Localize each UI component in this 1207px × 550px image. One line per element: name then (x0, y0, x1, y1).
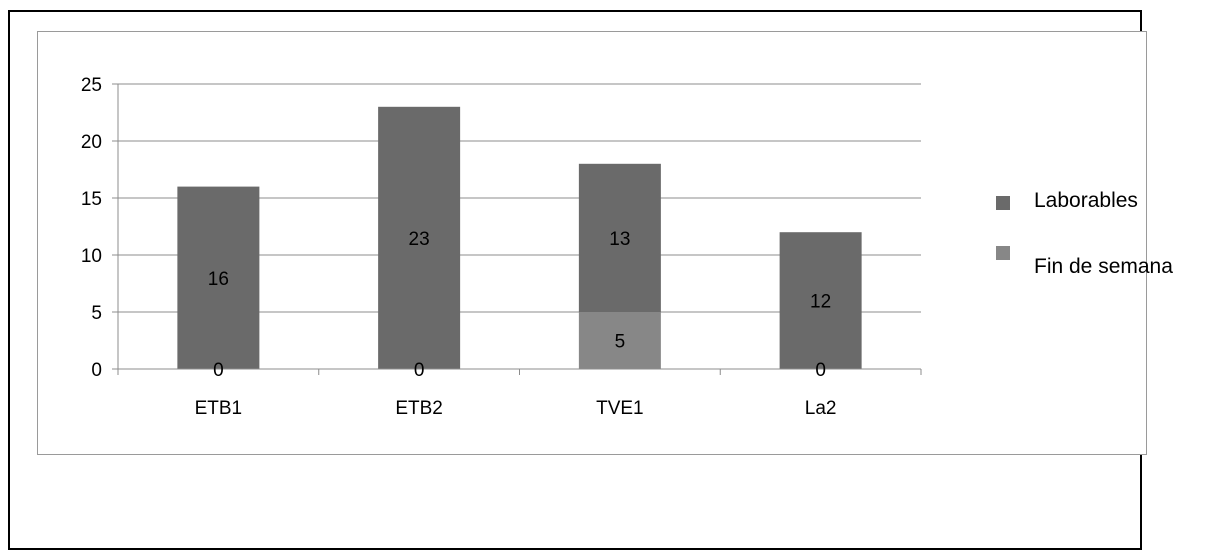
legend-swatch (996, 196, 1010, 210)
legend-swatch (996, 246, 1010, 260)
bar-laborables (378, 106, 461, 370)
y-tick-label: 10 (81, 246, 102, 267)
data-label: 16 (208, 269, 229, 290)
legend: Laborables Fin de semana (996, 189, 1173, 278)
data-label: 0 (414, 360, 425, 381)
bars (177, 106, 862, 370)
y-tick-label: 25 (81, 75, 102, 96)
data-labels: 0 16 0 23 5 13 0 12 (208, 229, 831, 381)
stacked-bar-chart: 0 5 10 15 20 25 ETB1 ETB2 TVE1 La2 0 16 0 23 5 13 0 12 L… (81, 75, 1173, 419)
x-tick-label: ETB1 (195, 398, 243, 419)
y-tick-label: 5 (91, 303, 102, 324)
data-label: 0 (815, 360, 826, 381)
x-tick-label: ETB2 (395, 398, 443, 419)
legend-label: Laborables (1034, 189, 1138, 212)
bar-laborables (177, 186, 260, 369)
data-label: 0 (213, 360, 224, 381)
bar-fin-de-semana (578, 312, 661, 369)
data-label: 23 (409, 229, 430, 250)
y-tick-label: 20 (81, 132, 102, 153)
legend-label: Fin de semana (1034, 255, 1173, 278)
bar-laborables (578, 163, 661, 312)
data-label: 5 (615, 332, 626, 353)
x-tick-label: TVE1 (596, 398, 644, 419)
bar-laborables (779, 232, 862, 369)
x-tick-label: La2 (805, 398, 837, 419)
y-tick-label: 0 (91, 360, 102, 381)
y-tick-label: 15 (81, 189, 102, 210)
data-label: 12 (810, 292, 831, 313)
axes: 0 5 10 15 20 25 ETB1 ETB2 TVE1 La2 (81, 75, 922, 419)
data-label: 13 (609, 229, 630, 250)
